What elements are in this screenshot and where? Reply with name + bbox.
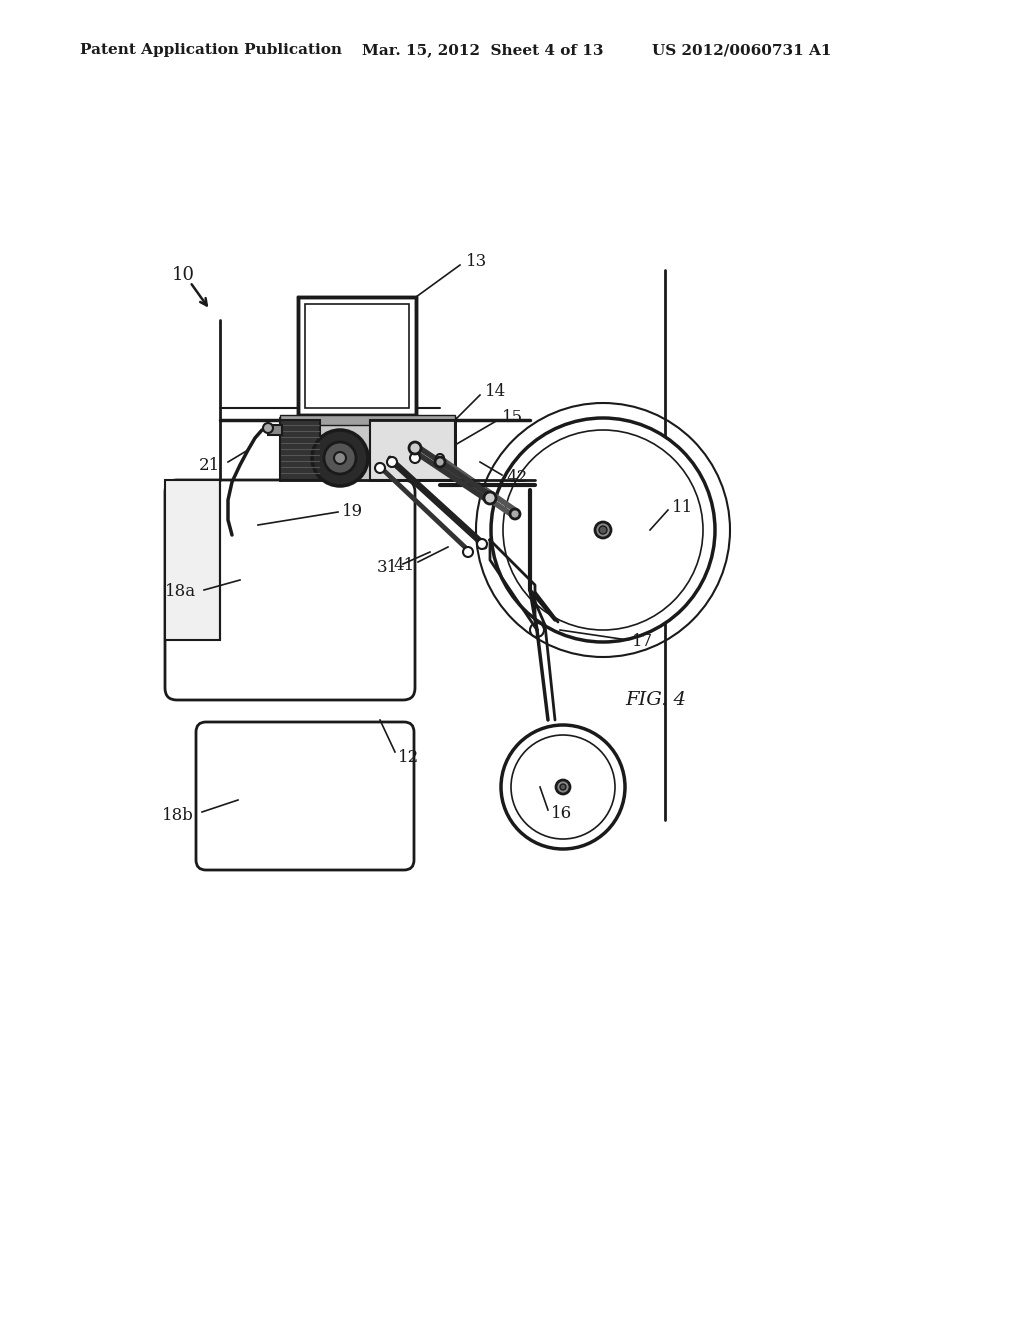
Circle shape: [511, 735, 615, 840]
Bar: [280, 414, 455, 425]
Text: 13: 13: [466, 253, 487, 271]
Text: 14: 14: [485, 384, 506, 400]
Text: Mar. 15, 2012  Sheet 4 of 13: Mar. 15, 2012 Sheet 4 of 13: [362, 44, 603, 57]
Circle shape: [410, 453, 420, 463]
FancyBboxPatch shape: [196, 722, 414, 870]
Text: 21: 21: [199, 457, 220, 474]
Text: 18a: 18a: [165, 583, 196, 601]
Circle shape: [387, 457, 397, 467]
Text: FIG. 4: FIG. 4: [625, 690, 686, 709]
Circle shape: [409, 442, 421, 454]
Bar: [268, 425, 282, 436]
FancyBboxPatch shape: [165, 480, 415, 700]
Bar: [298, 297, 416, 414]
Text: 42: 42: [506, 469, 527, 486]
Circle shape: [476, 403, 730, 657]
Circle shape: [375, 463, 385, 473]
Circle shape: [556, 780, 570, 795]
Text: 19: 19: [342, 503, 364, 520]
Circle shape: [560, 784, 566, 789]
Text: 31: 31: [377, 560, 398, 577]
Circle shape: [530, 623, 544, 638]
Circle shape: [503, 430, 703, 630]
Circle shape: [501, 725, 625, 849]
Circle shape: [324, 442, 356, 474]
Circle shape: [463, 546, 473, 557]
Polygon shape: [370, 420, 455, 480]
Circle shape: [484, 492, 496, 504]
Circle shape: [436, 454, 444, 462]
Text: 12: 12: [398, 750, 419, 767]
Circle shape: [599, 525, 607, 535]
Polygon shape: [280, 420, 319, 480]
Text: 17: 17: [632, 634, 653, 651]
Text: 16: 16: [551, 805, 572, 822]
Bar: [280, 418, 455, 480]
Text: 11: 11: [672, 499, 693, 516]
Text: 10: 10: [171, 267, 195, 284]
Circle shape: [510, 510, 520, 519]
Bar: [305, 304, 409, 408]
Text: 41: 41: [394, 557, 415, 574]
Bar: [165, 480, 220, 640]
Circle shape: [263, 422, 273, 433]
Text: Patent Application Publication: Patent Application Publication: [80, 44, 342, 57]
Text: 18b: 18b: [162, 807, 194, 824]
Circle shape: [334, 451, 346, 465]
Circle shape: [595, 521, 611, 539]
Circle shape: [435, 457, 445, 467]
Text: US 2012/0060731 A1: US 2012/0060731 A1: [652, 44, 831, 57]
Circle shape: [477, 539, 487, 549]
Text: 15: 15: [502, 408, 523, 425]
Circle shape: [490, 418, 715, 642]
Circle shape: [312, 430, 368, 486]
